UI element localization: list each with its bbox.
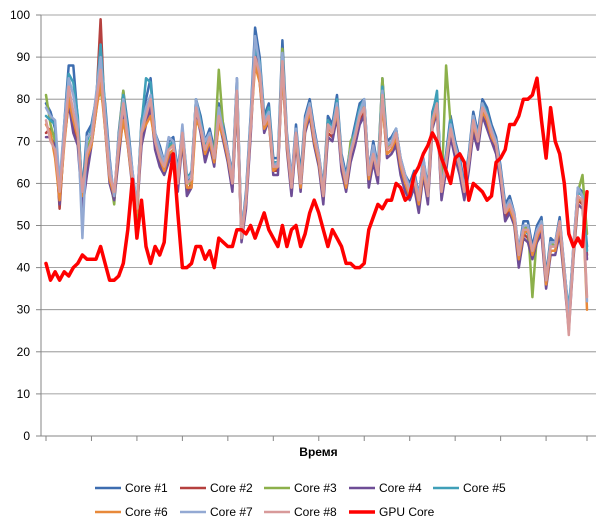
legend-label: Core #3 [294,481,337,495]
legend-label: Core #7 [210,505,253,519]
y-tick-label: 0 [23,429,30,443]
legend-item: Core #8 [264,505,337,519]
y-tick-label: 30 [17,303,31,317]
y-tick-label: 90 [17,50,31,64]
y-tick-label: 70 [17,134,31,148]
legend-item: Core #7 [180,505,253,519]
legend-item: GPU Core [349,505,435,519]
legend-item: Core #3 [264,481,337,495]
legend-item: Core #2 [180,481,253,495]
legend-label: Core #8 [294,505,337,519]
legend-label: Core #6 [125,505,168,519]
legend-label: Core #5 [463,481,506,495]
series-lines [44,17,589,337]
y-tick-label: 40 [17,261,31,275]
legend-label: Core #2 [210,481,253,495]
series-line-core-2 [44,17,589,328]
legend: Core #1 Core #2 Core #3 Core #4 Core #5 Core … [95,481,506,519]
series-line-core-8 [44,55,589,337]
series-line-core-4 [44,51,589,333]
series-line-core-1 [44,26,589,320]
legend-item: Core #5 [433,481,506,495]
axes: 0 10 20 30 40 50 60 70 80 90 100 [10,8,596,443]
series-line-gpu-core [44,76,589,282]
legend-label: Core #4 [379,481,422,495]
y-tick-label: 60 [17,176,31,190]
series-line-core-5 [44,43,589,311]
y-tick-label: 80 [17,92,31,106]
series-line-core-7 [44,34,589,320]
y-tick-label: 20 [17,345,31,359]
series-line-core-6 [44,64,589,328]
legend-item: Core #6 [95,505,168,519]
series-line-core-3 [44,47,589,324]
legend-label: GPU Core [379,505,435,519]
legend-item: Core #1 [95,481,168,495]
legend-item: Core #4 [349,481,422,495]
y-tick-label: 50 [17,219,31,233]
legend-label: Core #1 [125,481,168,495]
x-axis-title: Время [299,445,337,459]
y-tick-label: 10 [17,387,31,401]
y-tick-label: 100 [10,8,30,22]
